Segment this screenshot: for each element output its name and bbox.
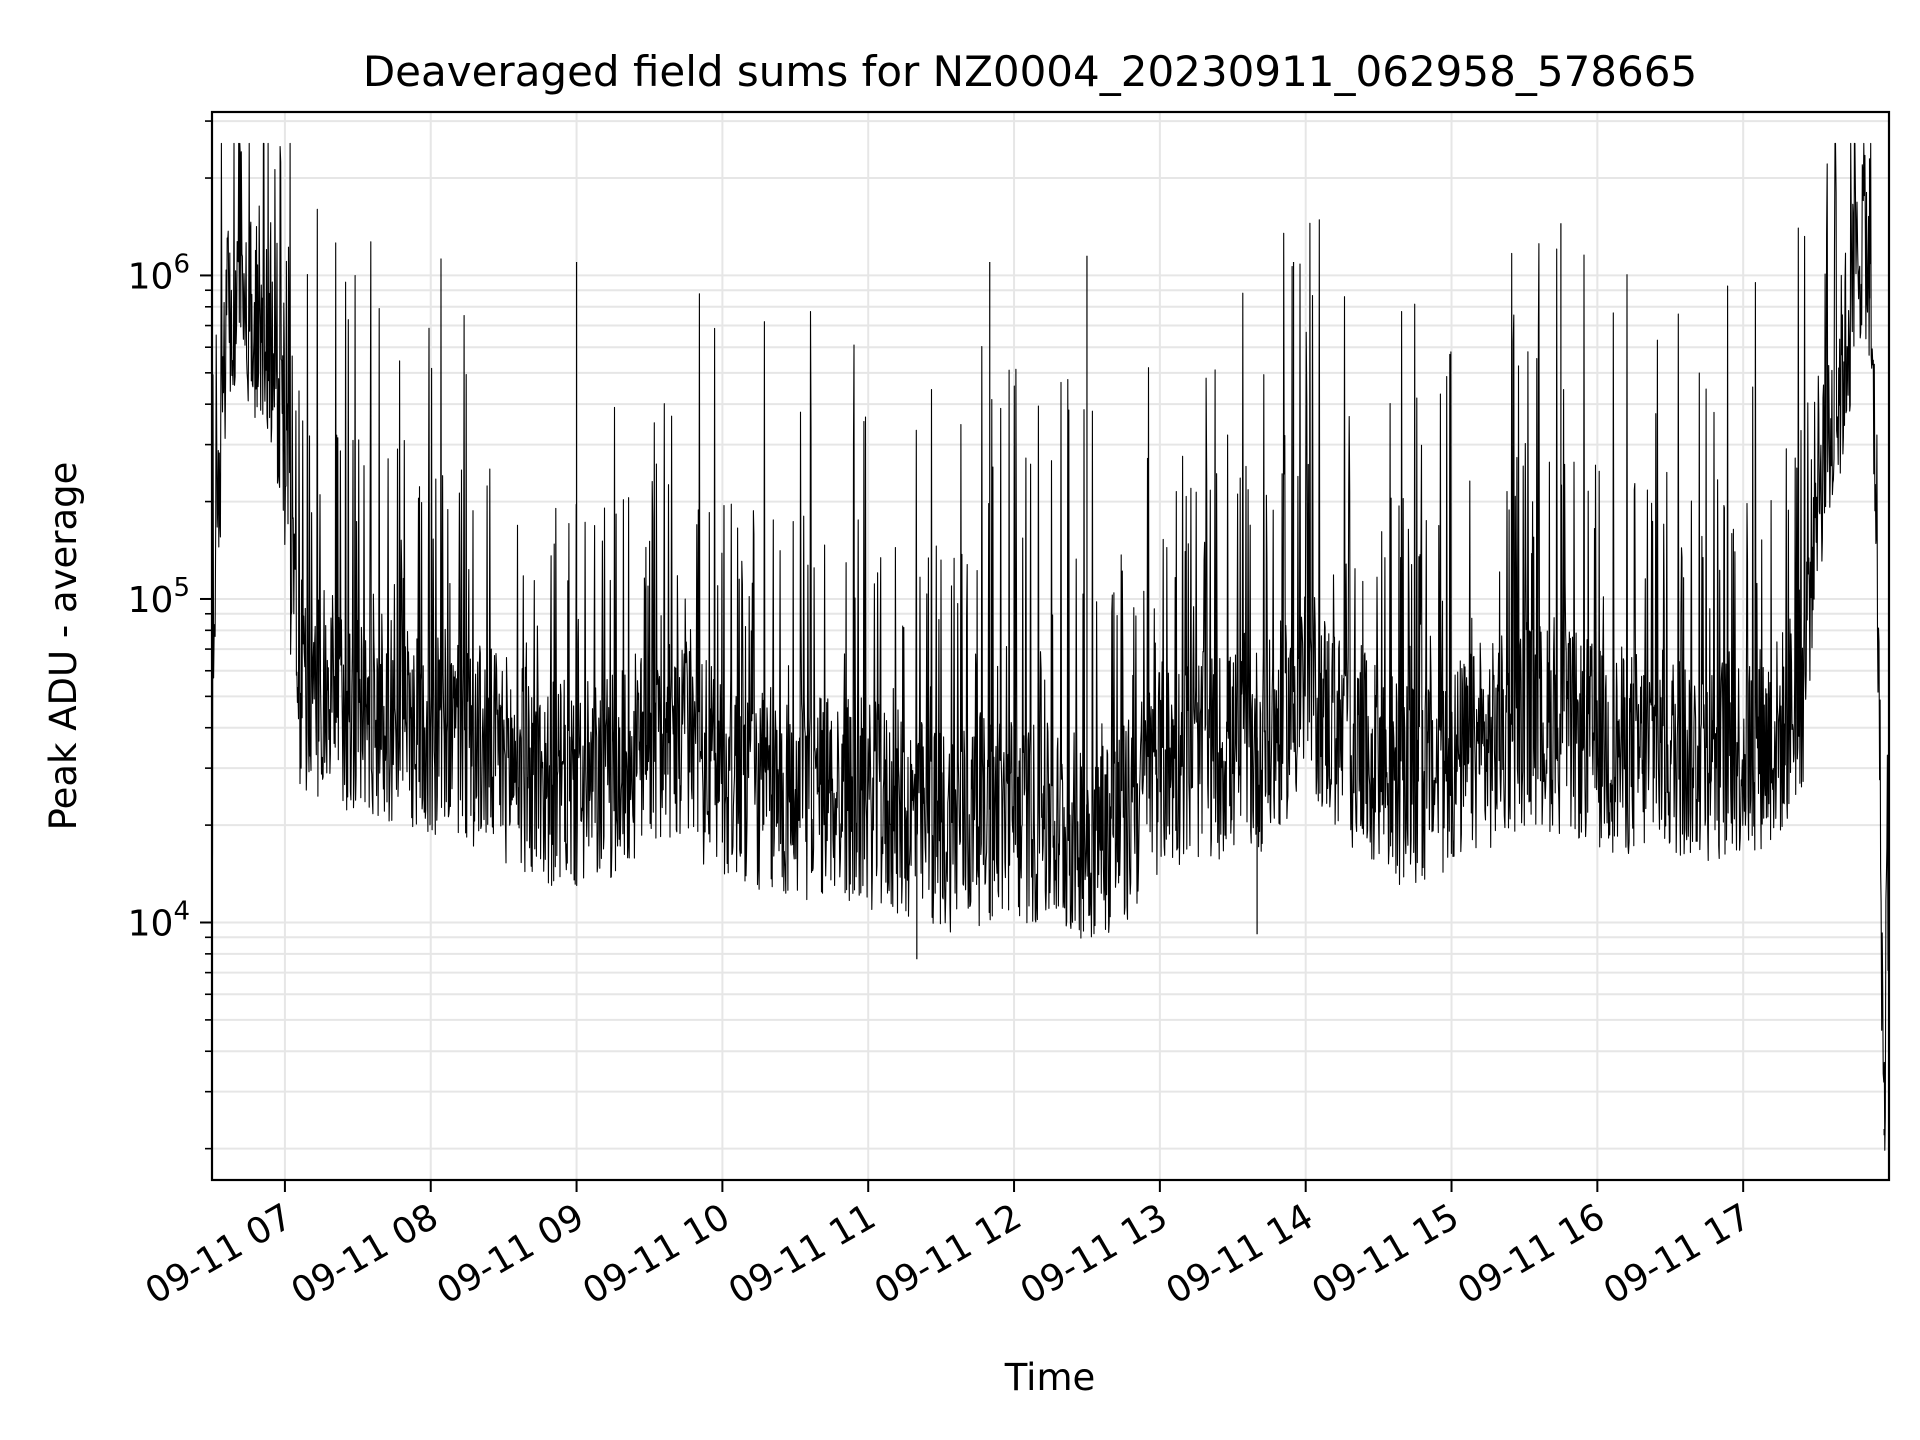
x-tick-label: 09-11 08 [285,1196,446,1312]
x-tick-label: 09-11 09 [430,1196,591,1312]
x-tick-label: 09-11 15 [1305,1196,1466,1312]
chart-title: Deaveraged field sums for NZ0004_2023091… [363,47,1697,96]
y-tick-label: 105 [128,573,190,621]
x-tick-label: 09-11 17 [1597,1196,1758,1312]
plot-frame [210,110,1891,1182]
x-tick-label: 09-11 10 [576,1196,737,1312]
x-tick-label: 09-11 12 [868,1196,1029,1312]
y-tick-label: 106 [128,249,190,297]
x-tick-label: 09-11 14 [1160,1196,1321,1312]
x-tick-label: 09-11 13 [1014,1196,1175,1312]
x-tick-label: 09-11 11 [722,1196,883,1312]
series-layer [211,142,1890,1151]
x-axis-label: Time [1004,1356,1096,1399]
y-axis-label: Peak ADU - average [42,462,85,831]
x-tick-label: 09-11 07 [139,1196,300,1312]
series-line [211,142,1890,1151]
y-tick-label: 104 [128,897,190,945]
y-axis: 104 105 106 [128,120,212,1150]
x-tick-label: 09-11 16 [1451,1196,1612,1312]
